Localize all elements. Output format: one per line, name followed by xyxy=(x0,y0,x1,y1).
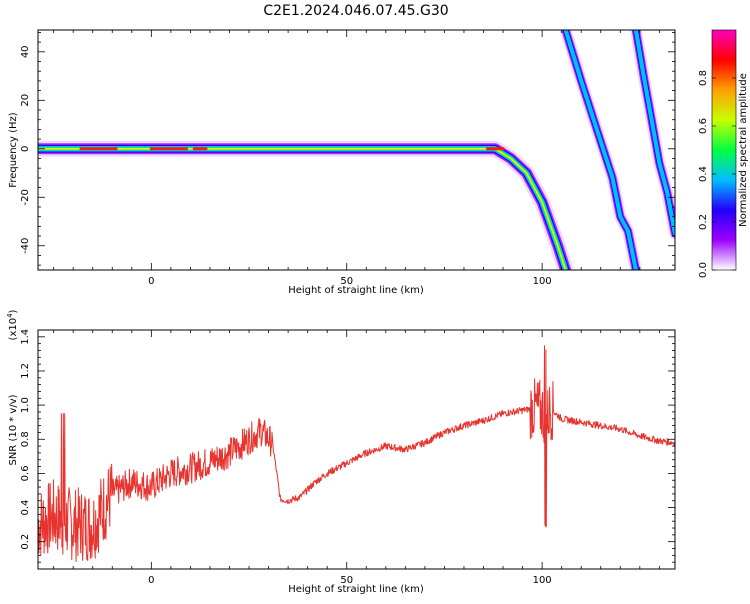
spectral-trace-0 xyxy=(38,148,567,270)
figure-title: C2E1.2024.046.07.45.G30 xyxy=(263,3,448,19)
x-tick-label: 100 xyxy=(533,575,552,586)
y-tick-label: 0.4 xyxy=(20,500,31,516)
colorbar-tick-label: 0.0 xyxy=(698,262,709,278)
spectrogram-x-axis: 0 50 100 xyxy=(53,30,660,287)
x-tick-label: 0 xyxy=(148,575,154,586)
colorbar-gradient xyxy=(712,30,736,270)
snr-y-label: SNR (10 * v/v) xyxy=(8,394,19,465)
y-tick-label: -40 xyxy=(20,238,31,254)
y-tick-label: 0.2 xyxy=(20,534,31,550)
snr-panel: 0 50 100 0.2 0.4 0.6 0.8 1.0 1.2 1.4 Height of s… xyxy=(6,309,676,595)
spectrogram-y-label: Frequency (Hz) xyxy=(8,112,19,188)
spectrogram-y-axis: -40 -20 0 20 40 xyxy=(20,32,675,266)
snr-x-label: Height of straight line (km) xyxy=(288,584,424,595)
colorbar-label: Normalized spectral amplitude xyxy=(738,73,749,227)
x-tick-label: 50 xyxy=(340,276,353,287)
x-tick-label: 100 xyxy=(533,276,552,287)
colorbar-tick-label: 0.2 xyxy=(698,214,709,230)
snr-y-multiplier: (x104) xyxy=(6,309,19,340)
snr-y-multiplier-close: ) xyxy=(8,309,19,313)
y-tick-label: 0 xyxy=(20,146,31,152)
snr-series-line xyxy=(38,345,675,563)
colorbar-tick-label: 0.4 xyxy=(698,166,709,182)
y-tick-label: 1.4 xyxy=(20,329,31,345)
colorbar-ticks: 0.0 0.2 0.4 0.6 0.8 xyxy=(698,70,736,278)
snr-plot-area xyxy=(38,330,675,569)
x-tick-label: 50 xyxy=(340,575,353,586)
colorbar-tick-label: 0.8 xyxy=(698,70,709,86)
y-tick-label: 40 xyxy=(20,45,31,58)
y-tick-label: 0.8 xyxy=(20,431,31,447)
colorbar: 0.0 0.2 0.4 0.6 0.8 Normalized spectral ampl… xyxy=(698,29,749,278)
colorbar-frame xyxy=(711,29,737,271)
snr-frame xyxy=(37,329,676,570)
y-tick-label: 1.2 xyxy=(20,363,31,379)
y-tick-label: -20 xyxy=(20,189,31,205)
spectrogram-panel: 0 50 100 -40 -20 0 20 40 Height of straight li… xyxy=(8,29,676,296)
snr-y-multiplier-exp: 4 xyxy=(6,313,14,318)
spectrogram-x-label: Height of straight line (km) xyxy=(288,285,424,296)
x-tick-label: 0 xyxy=(148,276,154,287)
spectrogram-traces xyxy=(38,30,675,270)
spectral-trace-1 xyxy=(563,30,638,270)
y-tick-label: 0.6 xyxy=(20,465,31,481)
snr-x-axis: 0 50 100 xyxy=(53,330,660,586)
colorbar-tick-label: 0.6 xyxy=(698,118,709,134)
snr-y-axis: 0.2 0.4 0.6 0.8 1.0 1.2 1.4 xyxy=(20,329,675,570)
spectral-trace-2 xyxy=(633,30,675,236)
y-tick-label: 20 xyxy=(20,94,31,107)
snr-y-multiplier-base: (x10 xyxy=(8,318,19,341)
spectrogram-frame xyxy=(37,29,676,271)
y-tick-label: 1.0 xyxy=(20,397,31,413)
